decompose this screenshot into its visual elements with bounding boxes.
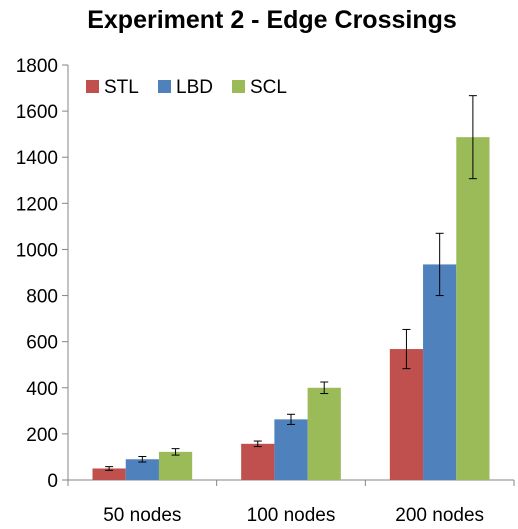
bar-scl [158,451,193,480]
legend-swatch [158,80,171,93]
y-axis: 0 200 400 600 800 1000 1200 1400 1600 1800 [16,56,69,492]
bar-stl [389,349,424,480]
chart-title: Experiment 2 - Edge Crossings [87,6,457,34]
y-tick-label: 1800 [16,56,58,77]
error-bar [320,381,329,395]
y-tick-label: 800 [26,287,58,308]
bars [92,95,490,481]
y-tick-label: 0 [47,471,58,492]
legend-swatch [232,80,245,93]
bar-scl [307,387,341,480]
error-bar [171,448,180,456]
error-bar [468,95,477,180]
bar-stl [241,443,275,480]
x-tick-label: 50 nodes [103,505,181,526]
bar-stl [92,468,126,480]
bar-lbd [125,459,159,480]
legend-label: SCL [250,77,287,98]
y-tick-label: 1000 [16,240,58,261]
x-tick-label: 100 nodes [247,505,336,526]
error-bar [435,232,444,297]
y-tick-label: 1600 [16,102,58,123]
error-bar [105,466,114,471]
legend-item-stl: STL [86,77,139,98]
y-tick-label: 1200 [16,194,58,215]
legend-item-scl: SCL [232,77,287,98]
error-bar [287,413,295,425]
y-tick-label: 600 [26,333,58,354]
x-axis: 50 nodes 100 nodes 200 nodes [67,479,515,526]
y-tick-label: 1400 [16,148,58,169]
bar-lbd [423,264,457,480]
y-tick-label: 200 [26,425,58,446]
error-bar [402,328,411,370]
legend-label: LBD [176,77,213,98]
error-bar [138,455,147,463]
x-tick-label: 200 nodes [395,505,484,526]
legend: STL LBD SCL [86,77,287,98]
legend-item-lbd: LBD [158,77,213,98]
bar-lbd [274,419,308,480]
y-tick-label: 400 [26,379,58,400]
error-bar [253,440,262,448]
legend-swatch [86,80,99,93]
bar-scl [456,137,490,481]
legend-label: STL [104,77,139,98]
